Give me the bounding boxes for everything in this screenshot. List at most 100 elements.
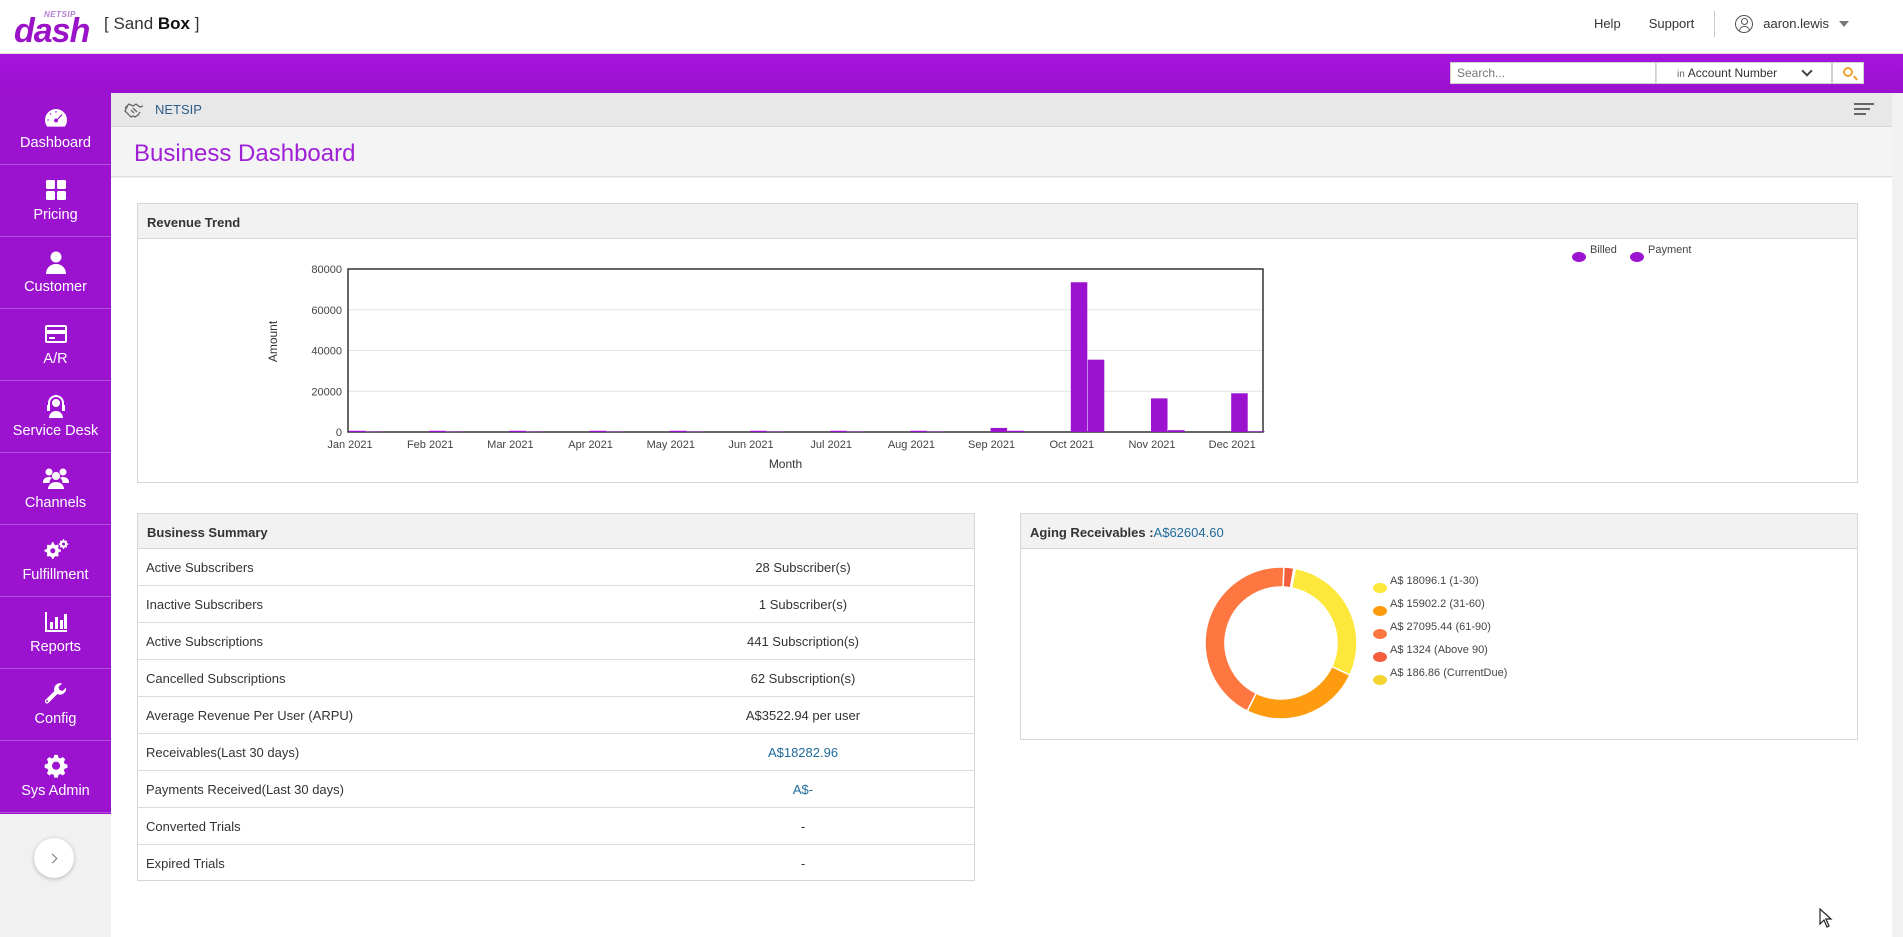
x-tick-label: Jul 2021 — [810, 439, 852, 451]
sidebar-expand-button[interactable] — [34, 838, 74, 878]
plot-frame — [347, 268, 1264, 433]
legend-swatch — [1373, 675, 1387, 685]
x-tick-label: Apr 2021 — [568, 439, 613, 451]
revenue-trend-title: Revenue Trend — [138, 204, 1857, 239]
sidebar-item-sys-admin[interactable]: Sys Admin — [0, 741, 111, 813]
table-row: Receivables(Last 30 days) A$18282.96 — [138, 734, 974, 771]
bar-billed — [1070, 282, 1088, 432]
y-tick-label: 80000 — [311, 264, 342, 276]
sidebar-item-ar[interactable]: A/R — [0, 309, 111, 381]
sidebar-item-config[interactable]: Config — [0, 669, 111, 741]
table-row: Converted Trials - — [138, 808, 974, 845]
sidebar-item-fulfillment[interactable]: Fulfillment — [0, 525, 111, 597]
dashboard-gauge-icon — [44, 109, 67, 127]
search-in-label: in — [1677, 69, 1685, 80]
gear-icon — [44, 754, 67, 778]
summary-value: 62 Subscription(s) — [750, 671, 856, 686]
group-icon — [42, 468, 69, 489]
donut-slice — [1289, 567, 1297, 589]
summary-value[interactable]: A$18282.96 — [767, 745, 839, 760]
table-row: Active Subscriptions 441 Subscription(s) — [138, 623, 974, 660]
gears-icon — [43, 539, 68, 559]
handshake-icon — [124, 103, 144, 118]
table-row: Expired Trials - — [138, 845, 974, 882]
aging-receivables-title: Aging Receivables :A$62604.60 — [1021, 514, 1857, 549]
summary-label: Converted Trials — [146, 819, 241, 834]
help-link[interactable]: Help — [1593, 16, 1621, 31]
summary-value: - — [800, 819, 806, 834]
bar-billed — [349, 430, 366, 432]
summary-value[interactable]: A$- — [792, 782, 814, 797]
bar-billed — [429, 430, 446, 432]
user-avatar-icon — [1735, 14, 1754, 33]
search-field-select[interactable]: in Account Number — [1656, 62, 1832, 84]
credit-card-icon — [44, 325, 67, 343]
summary-label: Cancelled Subscriptions — [146, 671, 286, 686]
sidebar-nav: Dashboard Pricing Customer A/R Service D… — [0, 93, 111, 814]
sidebar-item-label: Config — [34, 711, 77, 727]
legend-swatch — [1630, 252, 1644, 262]
sidebar-item-label: Customer — [24, 279, 87, 295]
legend-label: A$ 27095.44 (61-90) — [1390, 621, 1491, 633]
legend-swatch — [1373, 629, 1387, 639]
legend-label: A$ 186.86 (CurrentDue) — [1390, 667, 1507, 679]
legend-swatch — [1373, 583, 1387, 593]
bar-billed — [669, 430, 687, 432]
sidebar-item-label: A/R — [43, 351, 68, 367]
headset-icon — [46, 395, 65, 418]
table-row: Inactive Subscribers 1 Subscriber(s) — [138, 586, 974, 623]
sidebar-item-label: Fulfillment — [22, 567, 89, 583]
environment-label: [ Sand Box ] — [104, 14, 200, 33]
sidebar-item-channels[interactable]: Channels — [0, 453, 111, 525]
x-tick-label: Sep 2021 — [968, 439, 1015, 451]
legend-label: A$ 15902.2 (31-60) — [1390, 598, 1485, 610]
sidebar-item-dashboard[interactable]: Dashboard — [0, 93, 111, 165]
page-title: Business Dashboard — [134, 140, 356, 167]
chevron-down-icon — [1801, 65, 1813, 77]
sidebar-item-pricing[interactable]: Pricing — [0, 165, 111, 237]
sidebar-item-label: Pricing — [33, 207, 78, 223]
x-tick-label: Feb 2021 — [407, 439, 453, 451]
summary-label: Average Revenue Per User (ARPU) — [146, 708, 354, 723]
list-menu-icon[interactable] — [1854, 103, 1874, 117]
aging-receivables-panel: Aging Receivables :A$62604.60 A$ 18096.1… — [1020, 513, 1858, 740]
aging-receivables-chart: A$ 18096.1 (1-30) A$ 15902.2 (31-60) A$ 27… — [1204, 566, 1507, 720]
y-tick-label: 60000 — [311, 305, 342, 317]
bar-billed — [589, 430, 607, 432]
table-row: Active Subscribers 28 Subscriber(s) — [138, 549, 974, 586]
table-row: Average Revenue Per User (ARPU) A$3522.94… — [138, 697, 974, 734]
sidebar-item-label: Reports — [30, 639, 81, 655]
support-link[interactable]: Support — [1648, 16, 1695, 31]
title-bar: Business Dashboard — [111, 127, 1892, 177]
bar-chart-icon — [44, 612, 67, 632]
legend-swatch — [1572, 252, 1586, 262]
x-tick-label: Jun 2021 — [728, 439, 773, 451]
caret-down-icon — [1839, 20, 1849, 27]
summary-label: Active Subscribers — [146, 560, 254, 575]
sidebar-item-customer[interactable]: Customer — [0, 237, 111, 309]
sidebar-item-service-desk[interactable]: Service Desk — [0, 381, 111, 453]
bar-payment — [1168, 430, 1185, 432]
user-menu[interactable]: aaron.lewis — [1735, 14, 1849, 33]
legend-label: Billed — [1590, 244, 1617, 256]
bar-billed — [910, 430, 927, 432]
sidebar-item-label: Dashboard — [20, 135, 91, 151]
logo-main-text: dash — [14, 12, 90, 50]
sidebar-item-label: Service Desk — [12, 423, 99, 439]
table-row: Payments Received(Last 30 days) A$- — [138, 771, 974, 808]
wrench-icon — [44, 683, 66, 704]
legend-label: Payment — [1648, 244, 1691, 256]
search-button[interactable] — [1832, 62, 1864, 84]
x-axis-label: Month — [769, 457, 802, 471]
header-divider — [1714, 10, 1716, 37]
bar-billed — [1151, 398, 1168, 432]
table-row: Cancelled Subscriptions 62 Subscription(s… — [138, 660, 974, 697]
x-tick-label: Mar 2021 — [487, 439, 533, 451]
aging-total[interactable]: A$62604.60 — [1153, 525, 1224, 540]
breadcrumb-link[interactable]: NETSIP — [155, 102, 202, 117]
sidebar-item-reports[interactable]: Reports — [0, 597, 111, 669]
bar-billed — [509, 430, 526, 432]
search-input[interactable] — [1450, 62, 1656, 84]
x-tick-label: Dec 2021 — [1209, 439, 1256, 451]
breadcrumb: NETSIP — [111, 93, 1892, 127]
